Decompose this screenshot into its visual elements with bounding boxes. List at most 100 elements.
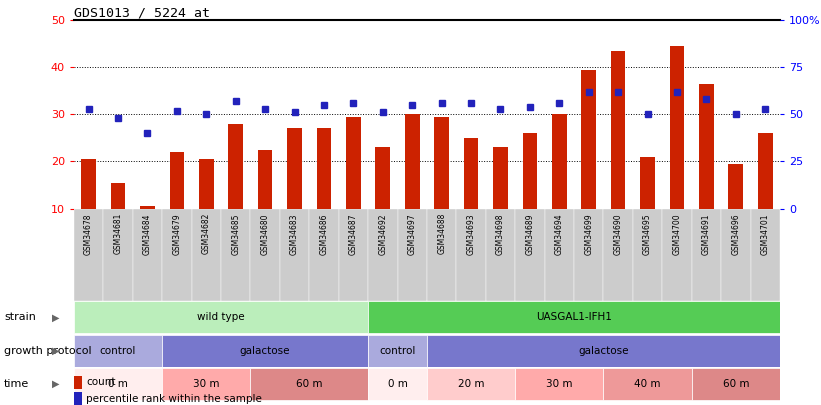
Bar bbox=[163, 209, 191, 301]
Bar bbox=[574, 209, 603, 301]
Text: GSM34684: GSM34684 bbox=[143, 213, 152, 255]
Bar bbox=[74, 209, 103, 301]
Text: 60 m: 60 m bbox=[296, 379, 323, 389]
Bar bbox=[611, 51, 626, 209]
Bar bbox=[169, 152, 184, 209]
Bar bbox=[397, 209, 427, 301]
Text: control: control bbox=[100, 346, 136, 356]
Bar bbox=[163, 368, 250, 400]
Bar bbox=[310, 209, 338, 301]
Text: GSM34682: GSM34682 bbox=[202, 213, 211, 254]
Bar bbox=[670, 46, 685, 209]
Text: percentile rank within the sample: percentile rank within the sample bbox=[86, 394, 262, 403]
Bar bbox=[721, 209, 750, 301]
Text: count: count bbox=[86, 377, 116, 387]
Bar bbox=[368, 335, 427, 367]
Text: GSM34686: GSM34686 bbox=[319, 213, 328, 255]
Bar bbox=[663, 209, 691, 301]
Text: ▶: ▶ bbox=[52, 346, 60, 356]
Bar bbox=[368, 301, 780, 333]
Bar bbox=[427, 335, 780, 367]
Text: GDS1013 / 5224_at: GDS1013 / 5224_at bbox=[74, 6, 210, 19]
Bar bbox=[486, 209, 516, 301]
Text: 40 m: 40 m bbox=[635, 379, 661, 389]
Text: GSM34678: GSM34678 bbox=[84, 213, 93, 255]
Bar bbox=[346, 117, 360, 209]
Bar bbox=[338, 209, 368, 301]
Bar bbox=[74, 335, 162, 367]
Text: GSM34699: GSM34699 bbox=[585, 213, 594, 255]
Text: galactose: galactose bbox=[578, 346, 629, 356]
Text: GSM34698: GSM34698 bbox=[496, 213, 505, 255]
Bar bbox=[74, 368, 162, 400]
Bar bbox=[427, 368, 516, 400]
Bar bbox=[552, 114, 566, 209]
Text: growth protocol: growth protocol bbox=[4, 346, 92, 356]
Bar bbox=[581, 70, 596, 209]
Bar bbox=[464, 138, 479, 209]
Text: GSM34687: GSM34687 bbox=[349, 213, 358, 255]
Bar bbox=[516, 368, 603, 400]
Bar bbox=[692, 209, 721, 301]
Bar bbox=[74, 376, 82, 389]
Text: GSM34696: GSM34696 bbox=[732, 213, 741, 255]
Text: 0 m: 0 m bbox=[388, 379, 407, 389]
Text: GSM34697: GSM34697 bbox=[408, 213, 417, 255]
Text: GSM34679: GSM34679 bbox=[172, 213, 181, 255]
Text: 60 m: 60 m bbox=[722, 379, 749, 389]
Bar bbox=[111, 183, 126, 209]
Bar bbox=[375, 147, 390, 209]
Text: GSM34693: GSM34693 bbox=[466, 213, 475, 255]
Text: GSM34683: GSM34683 bbox=[290, 213, 299, 255]
Bar bbox=[758, 133, 773, 209]
Bar bbox=[368, 368, 427, 400]
Bar bbox=[699, 84, 713, 209]
Text: time: time bbox=[4, 379, 30, 389]
Bar bbox=[603, 368, 691, 400]
Bar bbox=[427, 209, 456, 301]
Text: GSM34689: GSM34689 bbox=[525, 213, 534, 255]
Text: ▶: ▶ bbox=[52, 312, 60, 322]
Bar bbox=[368, 209, 397, 301]
Bar bbox=[199, 159, 213, 209]
Bar bbox=[405, 114, 420, 209]
Bar bbox=[250, 209, 280, 301]
Bar bbox=[516, 209, 544, 301]
Bar bbox=[133, 209, 162, 301]
Bar bbox=[317, 128, 332, 209]
Bar bbox=[544, 209, 574, 301]
Bar bbox=[258, 150, 273, 209]
Bar bbox=[81, 159, 96, 209]
Bar bbox=[692, 368, 780, 400]
Bar bbox=[493, 147, 508, 209]
Text: GSM34692: GSM34692 bbox=[378, 213, 388, 255]
Text: 30 m: 30 m bbox=[546, 379, 572, 389]
Bar bbox=[640, 157, 655, 209]
Text: wild type: wild type bbox=[197, 312, 245, 322]
Text: 0 m: 0 m bbox=[108, 379, 128, 389]
Text: GSM34691: GSM34691 bbox=[702, 213, 711, 255]
Bar bbox=[750, 209, 780, 301]
Text: GSM34694: GSM34694 bbox=[555, 213, 564, 255]
Bar bbox=[74, 392, 82, 405]
Bar bbox=[250, 368, 368, 400]
Text: UASGAL1-IFH1: UASGAL1-IFH1 bbox=[536, 312, 612, 322]
Bar bbox=[74, 301, 368, 333]
Bar bbox=[228, 124, 243, 209]
Bar bbox=[163, 335, 368, 367]
Text: 30 m: 30 m bbox=[193, 379, 219, 389]
Text: GSM34701: GSM34701 bbox=[761, 213, 770, 255]
Bar bbox=[103, 209, 133, 301]
Bar bbox=[191, 209, 221, 301]
Text: strain: strain bbox=[4, 312, 36, 322]
Bar bbox=[603, 209, 633, 301]
Text: GSM34690: GSM34690 bbox=[613, 213, 622, 255]
Bar bbox=[280, 209, 310, 301]
Text: ▶: ▶ bbox=[52, 379, 60, 389]
Bar bbox=[633, 209, 663, 301]
Text: GSM34680: GSM34680 bbox=[260, 213, 269, 255]
Text: GSM34681: GSM34681 bbox=[113, 213, 122, 254]
Bar bbox=[221, 209, 250, 301]
Bar bbox=[287, 128, 302, 209]
Bar bbox=[728, 164, 743, 209]
